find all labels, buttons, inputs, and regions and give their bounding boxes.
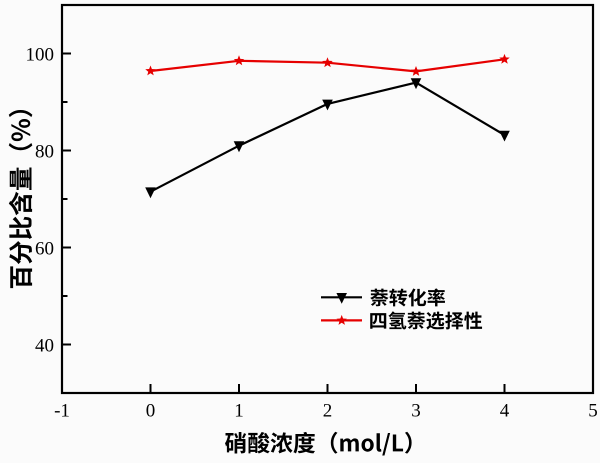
svg-text:5: 5 (588, 400, 598, 421)
svg-text:4: 4 (500, 400, 510, 421)
svg-text:60: 60 (35, 238, 54, 259)
svg-text:1: 1 (234, 400, 244, 421)
svg-text:40: 40 (35, 335, 54, 356)
svg-text:2: 2 (323, 400, 333, 421)
svg-text:-1: -1 (54, 400, 70, 421)
svg-text:0: 0 (146, 400, 156, 421)
svg-text:100: 100 (26, 44, 55, 65)
svg-text:80: 80 (35, 141, 54, 162)
svg-text:3: 3 (411, 400, 421, 421)
